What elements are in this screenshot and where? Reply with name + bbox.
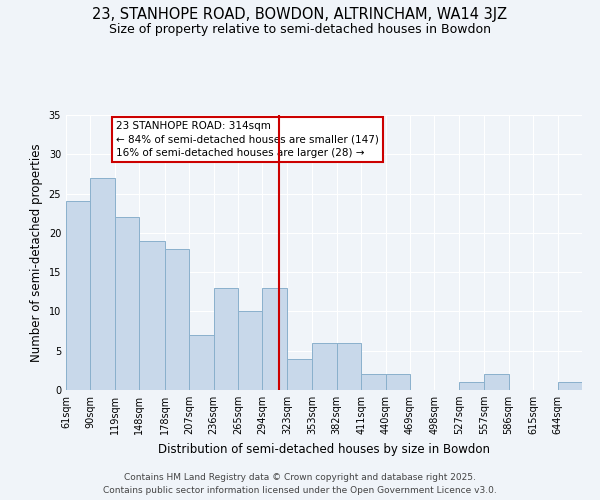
Bar [66,202,91,390]
Bar [287,358,312,390]
Bar [115,217,139,390]
Bar [361,374,386,390]
Bar [337,343,361,390]
Bar [91,178,115,390]
Text: 23, STANHOPE ROAD, BOWDON, ALTRINCHAM, WA14 3JZ: 23, STANHOPE ROAD, BOWDON, ALTRINCHAM, W… [92,8,508,22]
Bar [459,382,484,390]
Bar [189,335,214,390]
Y-axis label: Number of semi-detached properties: Number of semi-detached properties [30,143,43,362]
Bar [164,248,189,390]
Bar [484,374,509,390]
Bar [386,374,410,390]
Bar [214,288,238,390]
Text: Size of property relative to semi-detached houses in Bowdon: Size of property relative to semi-detach… [109,22,491,36]
Text: Distribution of semi-detached houses by size in Bowdon: Distribution of semi-detached houses by … [158,442,490,456]
Text: Contains HM Land Registry data © Crown copyright and database right 2025.
Contai: Contains HM Land Registry data © Crown c… [103,474,497,495]
Bar [312,343,337,390]
Bar [262,288,287,390]
Text: 23 STANHOPE ROAD: 314sqm
← 84% of semi-detached houses are smaller (147)
16% of : 23 STANHOPE ROAD: 314sqm ← 84% of semi-d… [116,122,379,158]
Bar [557,382,582,390]
Bar [139,240,164,390]
Bar [238,312,262,390]
